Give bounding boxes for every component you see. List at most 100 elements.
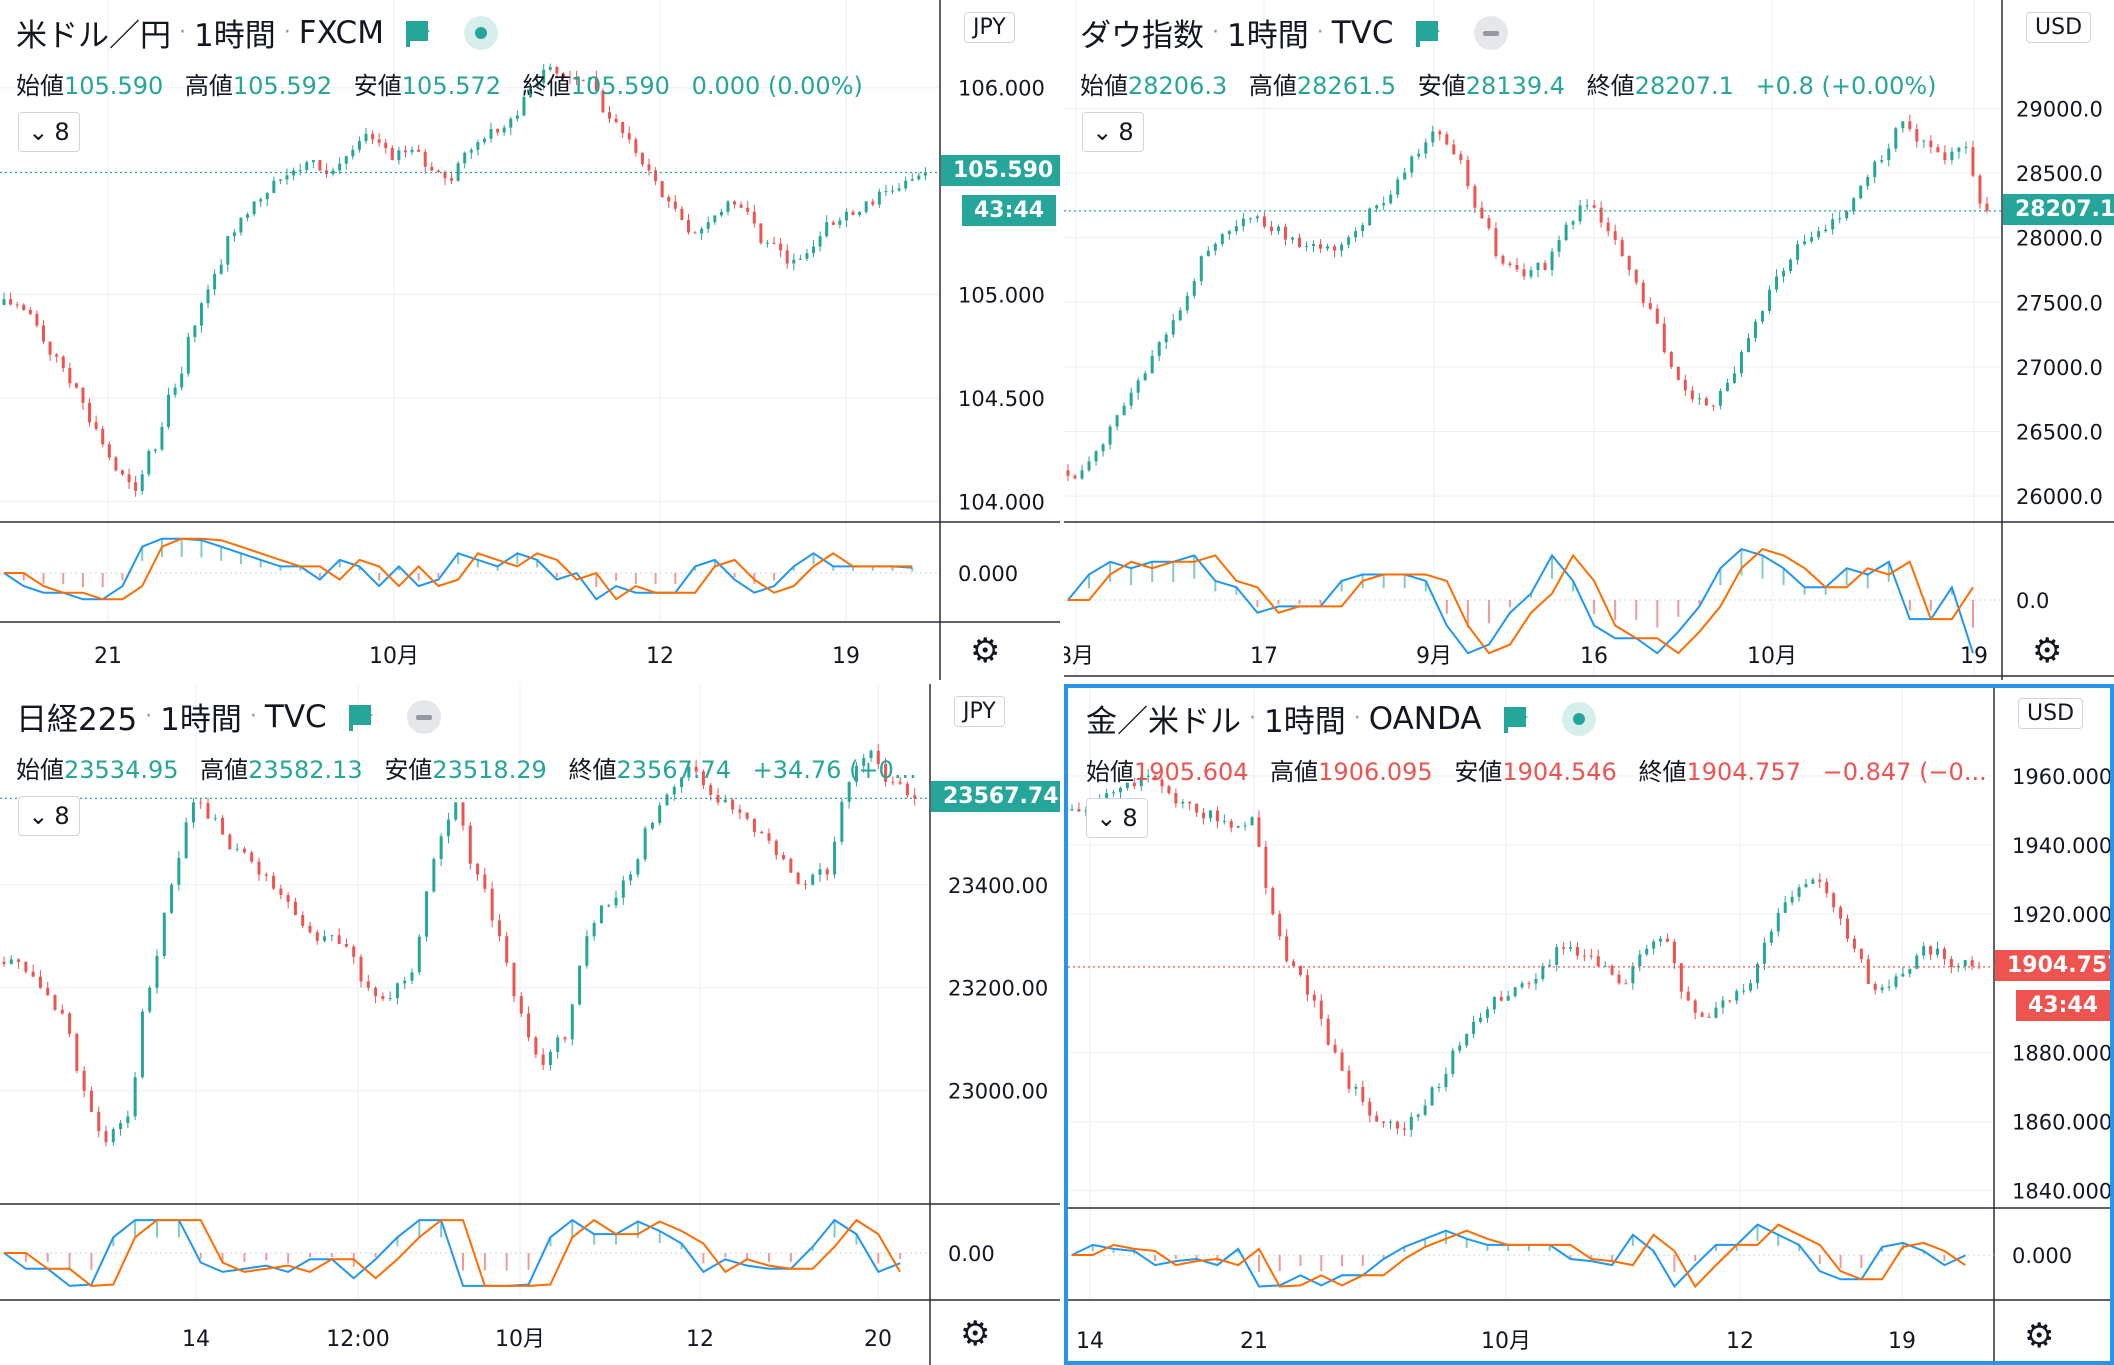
candle-body [891, 781, 895, 783]
chart-panel-nikkei[interactable]: 23400.00 23200.00 23000.00 0.00 14 12:00 10月 12… [0, 684, 1060, 1365]
candle-body [759, 223, 763, 243]
candle-body [286, 895, 290, 902]
candle-body [1796, 244, 1800, 260]
flag-icon[interactable] [405, 20, 432, 47]
candle-body [607, 905, 611, 907]
candle-body [563, 1037, 567, 1040]
gear-icon[interactable]: ⚙ [2024, 1316, 2055, 1356]
currency-badge[interactable]: JPY [964, 12, 1015, 43]
candle-body [1431, 131, 1435, 143]
indicator-collapse-button[interactable]: ⌄ 8 [1086, 798, 1148, 838]
macd-histogram-bar [1320, 1255, 1323, 1272]
chart-canvas[interactable]: 29000.0 28500.0 28000.0 27500.0 27000.0 26500… [1064, 0, 2114, 680]
candle-body [1241, 218, 1245, 227]
time-tick-label: 10月 [369, 644, 419, 669]
candle-body [239, 217, 243, 233]
candle-body [140, 474, 144, 491]
time-tick-label: 10月 [1481, 1329, 1531, 1354]
candle-body [726, 201, 730, 212]
candle-body [1950, 151, 1954, 161]
candle-body [752, 211, 756, 224]
macd-histogram-bar [1593, 600, 1596, 614]
candle-body [24, 962, 28, 972]
candle-body [1487, 218, 1491, 229]
candle-body [1188, 801, 1192, 804]
candle-body [608, 112, 612, 119]
candle-body [31, 971, 35, 977]
gear-icon[interactable]: ⚙ [2032, 631, 2063, 671]
flag-icon[interactable] [348, 704, 375, 731]
flag-icon[interactable] [1415, 20, 1442, 47]
candle-body [509, 118, 513, 128]
candle-body [1269, 226, 1273, 232]
macd-histogram-bar [1614, 600, 1617, 621]
candle-body [1645, 948, 1649, 955]
chart-canvas[interactable]: 23400.00 23200.00 23000.00 0.00 14 12:00 10月 12… [0, 684, 1060, 1365]
candle-body [917, 175, 921, 180]
macd-histogram-bar [199, 1253, 202, 1259]
gear-icon[interactable]: ⚙ [970, 631, 1001, 671]
currency-badge[interactable]: JPY [954, 696, 1005, 727]
open-value: 105.590 [64, 72, 164, 100]
chart-panel-usdjpy[interactable]: 106.000 105.000 104.500 104.000 0.000 21 10月 12… [0, 0, 1060, 680]
macd-histogram-bar [1508, 600, 1511, 608]
candle-body [476, 142, 480, 150]
flag-icon[interactable] [1503, 706, 1530, 733]
symbol-header[interactable]: 日経225 · 1時間 · TVC [16, 694, 441, 739]
macd-histogram-bar [1465, 1238, 1468, 1248]
candle-body [454, 802, 458, 820]
candle-body [463, 152, 467, 164]
symbol-header[interactable]: ダウ指数 · 1時間 · TVC [1080, 10, 1508, 55]
candle-body [1220, 234, 1224, 244]
candle-body [1873, 983, 1877, 991]
candle-body [1825, 881, 1829, 894]
indicator-collapse-button[interactable]: ⌄ 8 [18, 796, 80, 836]
chart-canvas[interactable]: 106.000 105.000 104.500 104.000 0.000 21 10月 12… [0, 0, 1060, 680]
candle-body [1762, 942, 1766, 964]
macd-histogram-bar [702, 1253, 705, 1264]
candle-body [1880, 987, 1884, 991]
macd-histogram-bar [615, 1234, 617, 1245]
candle-body [246, 214, 250, 218]
candle-body [1790, 896, 1794, 903]
candle-body [1403, 172, 1407, 180]
candle-body [1838, 218, 1842, 220]
interval-label: 1時間 [1264, 704, 1346, 740]
currency-badge[interactable]: USD [2026, 12, 2092, 43]
gear-icon[interactable]: ⚙ [960, 1314, 991, 1354]
macd-histogram-bar [483, 1253, 486, 1271]
candle-body [844, 211, 848, 221]
macd-histogram-bar [358, 566, 361, 571]
candle-body [311, 160, 315, 163]
candle-body [384, 142, 388, 148]
source-label: TVC [264, 698, 327, 735]
candle-body [1971, 147, 1975, 176]
candle-body [403, 980, 407, 984]
indicator-collapse-button[interactable]: ⌄ 8 [18, 112, 80, 152]
macd-histogram-bar [90, 1253, 93, 1270]
macd-histogram-bar [112, 1237, 115, 1247]
candle-body [298, 170, 302, 172]
symbol-name: 金／米ドル [1086, 704, 1241, 740]
macd-histogram-bar [1214, 580, 1217, 592]
candle-body [1578, 205, 1582, 222]
chart-panel-gold[interactable]: 1960.000 1940.000 1920.000 1880.000 1860.000… [1064, 684, 2114, 1365]
macd-histogram-bar [1424, 1238, 1427, 1248]
candle-body [1873, 161, 1877, 178]
candle-body [877, 191, 881, 205]
chart-panel-dow[interactable]: 29000.0 28500.0 28000.0 27500.0 27000.0 26500… [1064, 0, 2114, 680]
candle-body [1375, 205, 1379, 209]
candle-body [1312, 244, 1316, 247]
symbol-header[interactable]: 米ドル／円 · 1時間 · FXCM [16, 10, 498, 55]
candle-body [177, 857, 181, 885]
close-label: 終値 [522, 72, 571, 100]
chart-canvas[interactable]: 1960.000 1940.000 1920.000 1880.000 1860.000… [1068, 688, 2110, 1361]
candle-body [1243, 825, 1247, 827]
symbol-header[interactable]: 金／米ドル · 1時間 · OANDA [1086, 696, 1596, 741]
candle-body [147, 450, 151, 475]
macd-histogram-bar [1719, 568, 1722, 586]
candle-body [1735, 991, 1739, 1001]
currency-badge[interactable]: USD [2018, 698, 2084, 729]
candle-body [483, 874, 487, 889]
indicator-collapse-button[interactable]: ⌄ 8 [1082, 112, 1144, 152]
